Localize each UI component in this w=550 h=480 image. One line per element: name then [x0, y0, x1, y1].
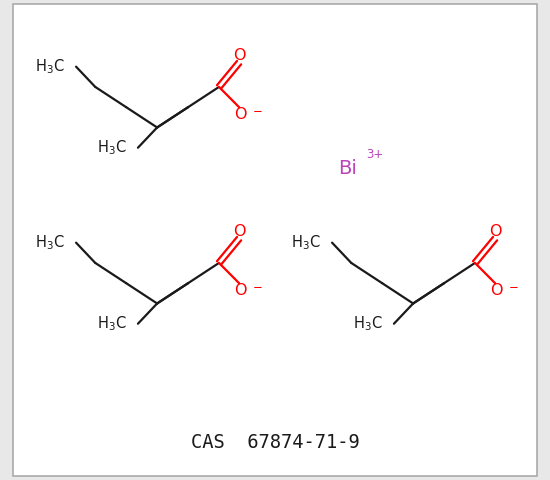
- Text: O: O: [233, 48, 245, 63]
- FancyBboxPatch shape: [13, 4, 537, 476]
- Text: −: −: [252, 105, 262, 118]
- Text: O: O: [233, 224, 245, 239]
- Text: O: O: [490, 283, 502, 298]
- Text: O: O: [489, 224, 502, 239]
- Text: −: −: [508, 281, 518, 294]
- Text: O: O: [234, 107, 246, 121]
- Text: −: −: [252, 281, 262, 294]
- Text: H$_3$C: H$_3$C: [97, 314, 126, 333]
- Text: H$_3$C: H$_3$C: [97, 138, 126, 157]
- Text: H$_3$C: H$_3$C: [353, 314, 382, 333]
- Text: CAS  67874-71-9: CAS 67874-71-9: [191, 433, 359, 453]
- Text: O: O: [234, 283, 246, 298]
- Text: H$_3$C: H$_3$C: [291, 233, 320, 252]
- Text: H$_3$C: H$_3$C: [35, 57, 64, 76]
- Text: 3+: 3+: [366, 148, 383, 161]
- Text: Bi: Bi: [338, 158, 357, 178]
- Text: H$_3$C: H$_3$C: [35, 233, 64, 252]
